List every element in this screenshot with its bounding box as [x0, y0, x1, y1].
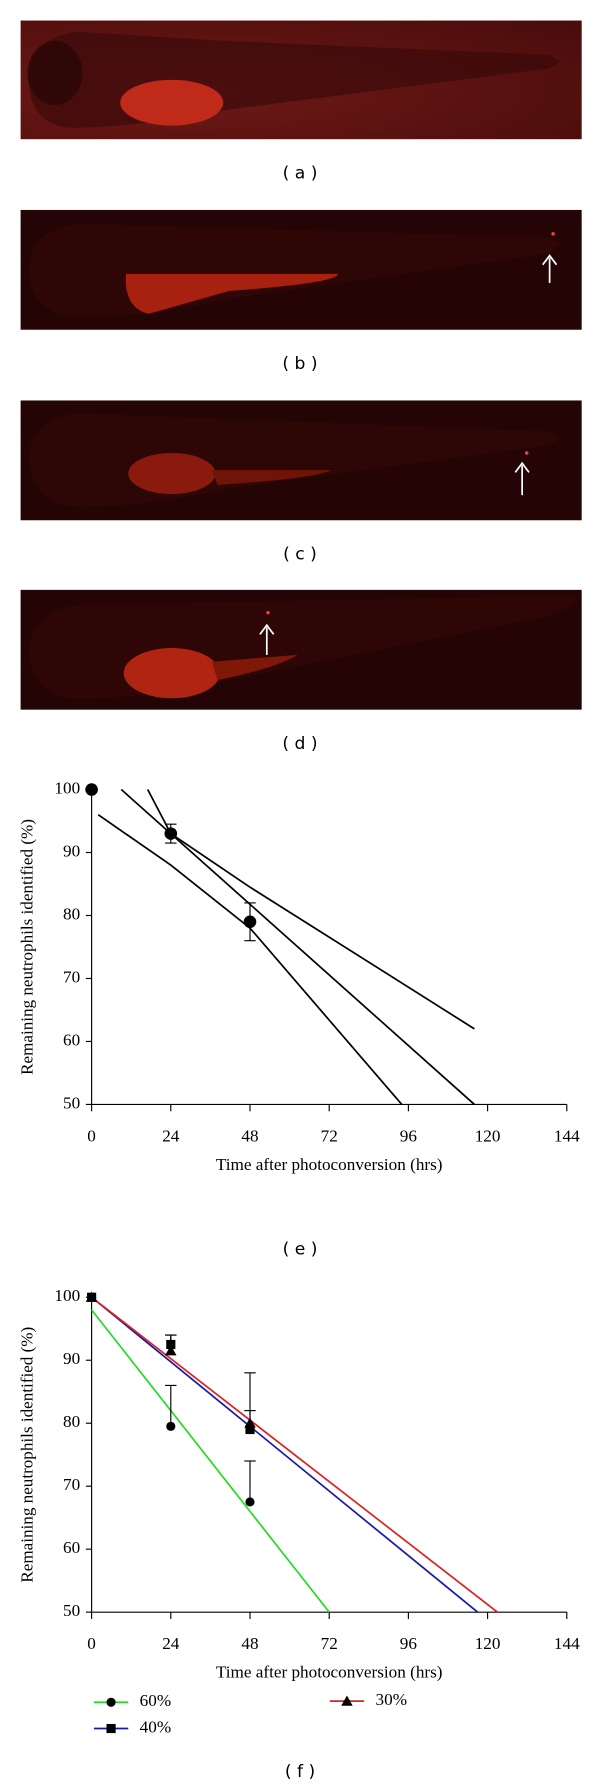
panel-label: ( a )	[283, 163, 318, 183]
y-tick-label: 80	[63, 1412, 80, 1431]
chart: 50 60 70 80 90 100 0 24 48 72 96 120 144 Time after p…	[18, 778, 581, 1173]
x-axis-title: Time after photoconversion (hrs)	[216, 1155, 443, 1174]
point	[165, 1345, 177, 1356]
x-tick-label: 144	[554, 1126, 580, 1145]
y-tick-label: 80	[63, 904, 80, 923]
image-c	[20, 400, 582, 521]
panel-label: ( e )	[283, 1239, 318, 1259]
x-tick-label: 96	[400, 1634, 418, 1653]
y-tick-label: 70	[63, 967, 80, 986]
point	[85, 783, 98, 796]
y-tick-label: 60	[63, 1030, 80, 1049]
x-tick-label: 48	[241, 1634, 258, 1653]
y-tick-label: 50	[63, 1601, 80, 1620]
point	[166, 1421, 176, 1431]
point	[244, 1417, 256, 1428]
point	[243, 915, 257, 929]
point	[245, 1424, 255, 1435]
point	[245, 1497, 255, 1507]
y-axis-title: Remaining neutrophils identified (%)	[18, 819, 37, 1075]
x-tick-label: 24	[162, 1634, 180, 1653]
point	[164, 827, 178, 840]
panel-label: ( c )	[283, 545, 317, 565]
legend-label: 40%	[140, 1717, 171, 1736]
fit-line	[91, 1296, 479, 1613]
legend-marker	[106, 1697, 116, 1707]
legend-label: 60%	[140, 1691, 171, 1710]
y-tick-label: 60	[63, 1538, 80, 1557]
image-b	[20, 209, 582, 330]
x-tick-label: 0	[87, 1126, 96, 1145]
y-tick-label: 90	[63, 841, 80, 860]
y-tick-label: 70	[63, 1475, 80, 1494]
x-tick-label: 120	[475, 1634, 501, 1653]
image-d	[20, 589, 582, 710]
x-axis-title: Time after photoconversion (hrs)	[216, 1663, 443, 1682]
legend-label: 30%	[376, 1690, 407, 1709]
x-tick-label: 48	[241, 1126, 258, 1145]
x-tick-label: 72	[321, 1126, 338, 1145]
panel-label: ( d )	[282, 734, 317, 754]
image-a	[20, 20, 582, 140]
panel-label: ( f )	[285, 1762, 315, 1782]
x-tick-label: 0	[87, 1634, 96, 1653]
fit-line	[120, 788, 475, 1106]
fit-line	[90, 1309, 330, 1613]
x-tick-label: 72	[321, 1634, 338, 1653]
point	[85, 1291, 98, 1302]
x-tick-label: 120	[475, 1126, 501, 1145]
legend-marker	[106, 1723, 116, 1734]
x-tick-label: 144	[554, 1634, 580, 1653]
y-tick-label: 90	[63, 1349, 80, 1368]
legend-marker	[341, 1695, 353, 1706]
y-tick-label: 100	[54, 778, 80, 797]
x-tick-label: 24	[162, 1126, 180, 1145]
y-tick-label: 100	[54, 1286, 80, 1305]
fit-line	[91, 1296, 499, 1613]
fit-line	[97, 814, 403, 1105]
y-axis-title: Remaining neutrophils identified (%)	[18, 1327, 37, 1583]
panel-label: ( b )	[282, 354, 317, 374]
x-tick-label: 96	[400, 1126, 418, 1145]
fit-line	[146, 789, 475, 1030]
chart: 50 60 70 80 90 100 0 24 48 72 96 120 144 Time after p…	[18, 1286, 581, 1736]
y-tick-label: 50	[63, 1093, 80, 1112]
